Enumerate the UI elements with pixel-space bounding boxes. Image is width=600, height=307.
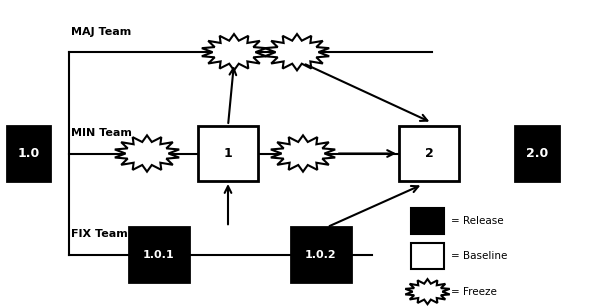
Text: 2: 2 xyxy=(425,147,433,160)
FancyBboxPatch shape xyxy=(198,126,258,181)
Text: = Freeze: = Freeze xyxy=(451,287,497,297)
FancyBboxPatch shape xyxy=(411,243,444,270)
Text: 1.0.1: 1.0.1 xyxy=(143,250,175,260)
Text: = Release: = Release xyxy=(451,216,504,226)
FancyBboxPatch shape xyxy=(7,126,50,181)
Polygon shape xyxy=(265,34,329,70)
Text: 1.0: 1.0 xyxy=(17,147,40,160)
Polygon shape xyxy=(271,135,335,172)
Polygon shape xyxy=(405,279,450,304)
Text: 1: 1 xyxy=(224,147,232,160)
Text: MAJ Team: MAJ Team xyxy=(71,27,131,37)
Text: 1.0.2: 1.0.2 xyxy=(305,250,337,260)
FancyBboxPatch shape xyxy=(291,227,351,282)
Text: FIX Team: FIX Team xyxy=(71,229,128,239)
FancyBboxPatch shape xyxy=(129,227,189,282)
Text: MIN Team: MIN Team xyxy=(71,128,131,138)
Polygon shape xyxy=(202,34,266,70)
Polygon shape xyxy=(115,135,179,172)
Text: = Baseline: = Baseline xyxy=(451,251,508,261)
Text: 2.0: 2.0 xyxy=(526,147,548,160)
FancyBboxPatch shape xyxy=(515,126,559,181)
FancyBboxPatch shape xyxy=(399,126,459,181)
FancyBboxPatch shape xyxy=(411,208,444,234)
